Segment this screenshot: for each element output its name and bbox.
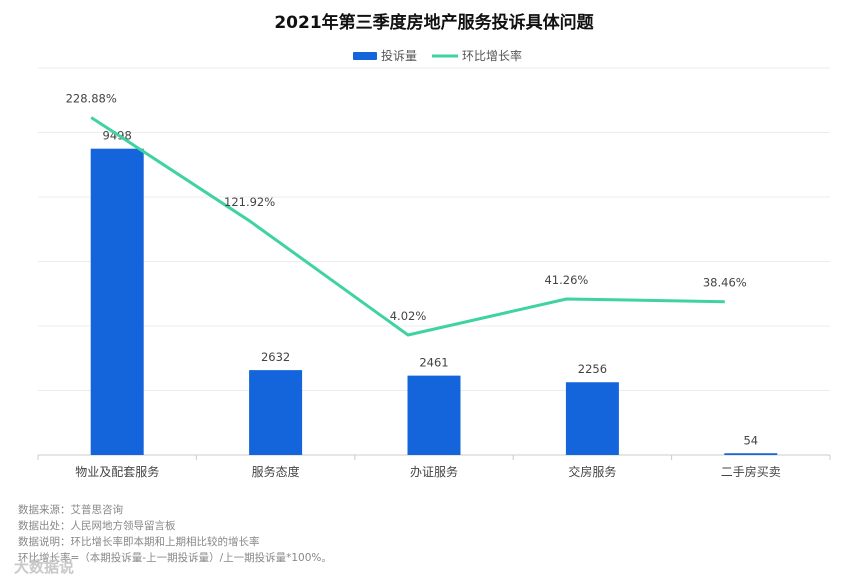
- x-tick-label: 服务态度: [252, 464, 300, 479]
- bar-value-label: 54: [743, 433, 758, 447]
- bar: [407, 375, 461, 455]
- line-value-label: 228.88%: [66, 91, 117, 105]
- watermark: 大数据说: [14, 558, 75, 576]
- x-axis: 物业及配套服务 服务态度 办证服务 交房服务 二手房买卖: [37, 455, 831, 479]
- line-value-label: 4.02%: [390, 309, 427, 323]
- line-value-label: 121.92%: [224, 195, 275, 209]
- footer-note: 数据说明：环比增长率即本期和上期相比较的增长率: [18, 536, 260, 548]
- footer-notes: 数据来源：艾普思咨询 数据出处：人民网地方领导留言板 数据说明：环比增长率即本期…: [18, 502, 332, 566]
- chart-title: 2021年第三季度房地产服务投诉具体问题: [274, 12, 594, 33]
- legend-bar-label: 投诉量: [381, 48, 417, 63]
- gridlines: [38, 67, 830, 456]
- line-value-label: 38.46%: [703, 276, 747, 290]
- bar: [249, 370, 303, 455]
- bar-value-label: 2256: [578, 362, 607, 376]
- bar-value-label: 2632: [261, 350, 290, 364]
- growth-line: [90, 116, 725, 337]
- legend-bar-swatch: [353, 52, 377, 60]
- footer-source: 数据来源：艾普思咨询: [18, 504, 123, 516]
- legend-line-label: 环比增长率: [462, 48, 522, 63]
- x-tick-label: 办证服务: [410, 464, 458, 479]
- line-series: 228.88% 121.92% 4.02% 41.26% 38.46%: [66, 91, 747, 337]
- line-value-label: 41.26%: [544, 273, 588, 287]
- x-tick-label: 物业及配套服务: [75, 464, 159, 479]
- bar: [565, 382, 619, 455]
- bar: [90, 148, 144, 455]
- footer-formula: 环比增长率=（本期投诉量-上一期投诉量）/上一期投诉量*100%。: [18, 552, 332, 564]
- footer-origin: 数据出处：人民网地方领导留言板: [18, 520, 176, 532]
- bar: [724, 453, 778, 455]
- bar-value-label: 2461: [419, 356, 448, 370]
- x-tick-label: 交房服务: [568, 464, 616, 479]
- legend: 投诉量 环比增长率: [353, 48, 522, 63]
- x-tick-label: 二手房买卖: [721, 464, 781, 479]
